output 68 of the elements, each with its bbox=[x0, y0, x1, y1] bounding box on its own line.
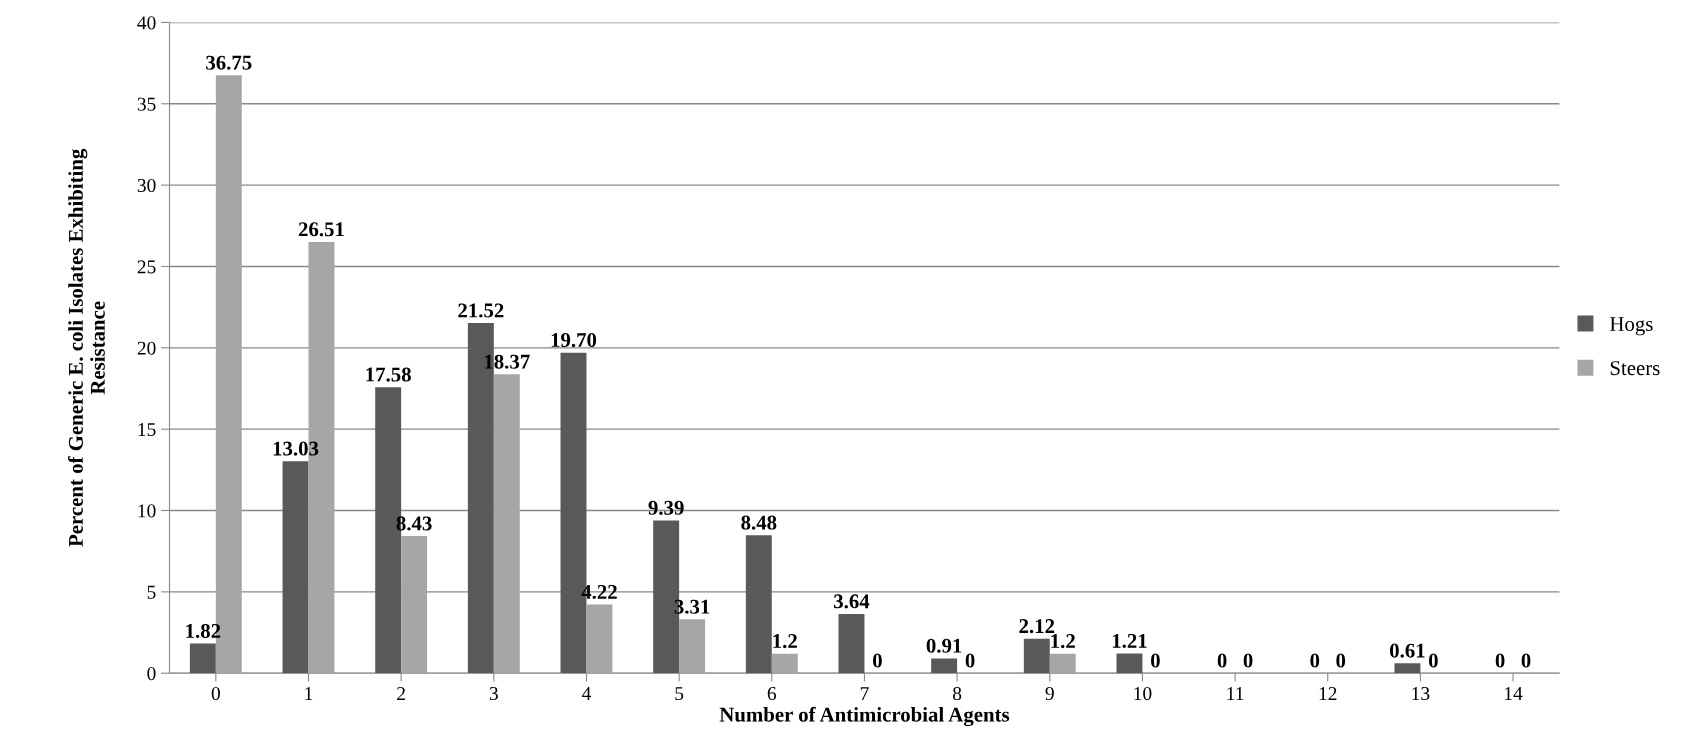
x-tick-label: 7 bbox=[860, 687, 869, 700]
data-label: 19.70 bbox=[551, 333, 597, 348]
data-label: 0.91 bbox=[926, 638, 962, 653]
bar bbox=[1023, 638, 1050, 674]
x-tick-label: 12 bbox=[1319, 687, 1337, 700]
x-tick-label: 2 bbox=[397, 687, 405, 700]
bar bbox=[679, 619, 706, 674]
data-label: 2.12 bbox=[1019, 619, 1055, 634]
data-label: 21.52 bbox=[458, 303, 504, 318]
data-label: 0 bbox=[1217, 653, 1227, 668]
data-label: 0 bbox=[1150, 653, 1160, 668]
bar bbox=[838, 613, 865, 674]
data-label: 26.51 bbox=[298, 222, 344, 237]
y-axis-title: Percent of Generic E. coli Isolates Exhibiting Resistance bbox=[68, 148, 105, 547]
x-tick-label: 13 bbox=[1412, 687, 1430, 701]
data-label: 0 bbox=[1521, 653, 1531, 668]
bar bbox=[282, 461, 309, 674]
legend-label: Steers bbox=[1610, 361, 1660, 376]
x-tick-label: 0 bbox=[211, 686, 220, 701]
bar bbox=[586, 604, 613, 674]
data-label: 0 bbox=[965, 653, 975, 668]
data-label: 8.48 bbox=[741, 515, 777, 530]
bar bbox=[1394, 663, 1421, 674]
data-label: 0 bbox=[1310, 653, 1320, 668]
x-tick-label: 3 bbox=[489, 687, 498, 701]
x-tick-label: 9 bbox=[1045, 687, 1054, 701]
legend-label: Hogs bbox=[1610, 317, 1653, 336]
x-tick-label: 1 bbox=[305, 687, 313, 700]
bar bbox=[189, 643, 216, 674]
y-tick-label: 10 bbox=[138, 504, 156, 518]
x-tick-label: 6 bbox=[767, 687, 777, 701]
bar bbox=[401, 536, 428, 674]
data-label: 0 bbox=[1336, 653, 1346, 668]
y-tick-label: 40 bbox=[137, 16, 156, 30]
bar bbox=[1116, 653, 1143, 674]
data-label: 36.75 bbox=[206, 55, 252, 70]
bar bbox=[1049, 653, 1076, 674]
data-label: 0 bbox=[873, 653, 882, 668]
data-label: 0 bbox=[1495, 653, 1505, 668]
y-tick-label: 5 bbox=[147, 585, 156, 599]
x-tick-label: 10 bbox=[1134, 686, 1152, 701]
bar bbox=[493, 374, 520, 674]
data-label: 3.64 bbox=[834, 594, 870, 609]
x-tick-label: 4 bbox=[581, 687, 592, 700]
x-tick-label: 8 bbox=[952, 686, 962, 701]
y-tick-label: 15 bbox=[138, 423, 156, 437]
data-label: 0.61 bbox=[1390, 643, 1425, 658]
data-label: 1.2 bbox=[773, 634, 797, 649]
y-tick-label: 25 bbox=[137, 260, 156, 274]
x-tick-label: 5 bbox=[675, 687, 684, 701]
data-label: 9.39 bbox=[648, 500, 684, 515]
y-tick-label: 0 bbox=[147, 667, 156, 681]
bar bbox=[771, 653, 798, 674]
data-label: 1.21 bbox=[1112, 633, 1147, 648]
y-tick-label: 35 bbox=[137, 97, 156, 111]
y-tick-label: 30 bbox=[137, 178, 156, 193]
data-label: 0 bbox=[1243, 653, 1253, 668]
data-label: 13.03 bbox=[273, 441, 319, 456]
x-axis-title: Number of Antimicrobial Agents bbox=[719, 706, 1010, 727]
data-label: 0 bbox=[1428, 653, 1438, 668]
bar bbox=[745, 535, 772, 674]
data-label: 1.2 bbox=[1051, 634, 1075, 649]
data-label: 1.82 bbox=[186, 623, 221, 639]
x-tick-label: 11 bbox=[1227, 687, 1244, 700]
data-label: 17.58 bbox=[366, 367, 411, 382]
y-tick-label: 20 bbox=[137, 341, 156, 355]
x-tick-label: 14 bbox=[1505, 687, 1523, 700]
bar bbox=[931, 658, 958, 674]
